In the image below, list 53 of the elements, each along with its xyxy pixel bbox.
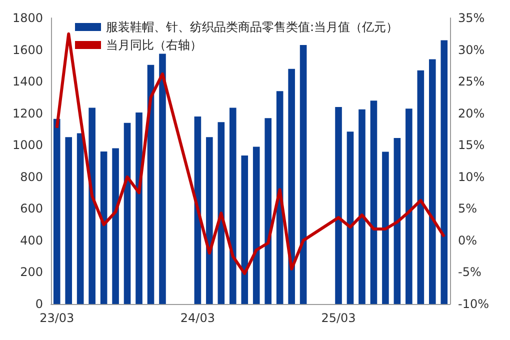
y2-tick-label: 5% (458, 202, 478, 216)
bar (394, 138, 401, 304)
y2-tick-label: 10% (458, 170, 485, 184)
y-tick-label: 1600 (12, 42, 43, 57)
bar (264, 118, 272, 304)
bar (229, 108, 236, 304)
bar (370, 100, 378, 304)
x-tick-label: 23/03 (40, 311, 74, 325)
bar (382, 152, 389, 304)
bar (417, 70, 424, 304)
bar (358, 109, 366, 304)
y2-tick-label: 25% (458, 74, 485, 89)
y-tick-label: 1800 (12, 11, 43, 25)
legend-label: 当月同比（右轴） (106, 38, 202, 52)
y-tick-label: 800 (20, 170, 43, 184)
y-tick-label: 1400 (12, 74, 43, 89)
bar (124, 122, 131, 304)
bar (206, 137, 213, 304)
bar (136, 112, 142, 304)
y-tick-label: 1000 (12, 138, 43, 152)
bar (88, 108, 96, 304)
bar (65, 137, 72, 304)
bar (300, 45, 307, 304)
y2-tick-label: 35% (458, 11, 485, 25)
y2-tick-label: -10% (458, 297, 490, 311)
bar (335, 106, 342, 304)
y-tick-label: 600 (20, 202, 43, 216)
y-tick-label: 400 (20, 233, 43, 248)
bar (428, 59, 436, 304)
bar (440, 40, 448, 304)
y2-tick-label: 0% (458, 233, 478, 248)
y-tick-label: 200 (20, 265, 43, 280)
bar (53, 118, 60, 304)
bar (252, 146, 260, 304)
y2-tick-label: 15% (458, 138, 485, 152)
y-tick-label: 1200 (12, 106, 43, 120)
x-tick-label: 24/03 (180, 311, 215, 325)
x-tick-label: 25/03 (321, 311, 356, 325)
bar (346, 132, 354, 304)
bar (288, 68, 295, 304)
bar (112, 148, 119, 304)
line-series (55, 32, 446, 275)
y2-tick-label: -5% (458, 265, 482, 280)
y2-tick-label: 30% (458, 42, 485, 57)
bar (76, 133, 84, 304)
bar (241, 155, 248, 304)
bar (159, 54, 166, 304)
y-tick-label: 0 (35, 297, 43, 311)
bar (218, 122, 225, 304)
bar (100, 151, 108, 304)
bar (406, 108, 412, 304)
legend-label: 服装鞋帽、针、纺织品类商品零售类值:当月值（亿元） (106, 20, 398, 34)
y2-tick-label: 20% (458, 106, 485, 120)
